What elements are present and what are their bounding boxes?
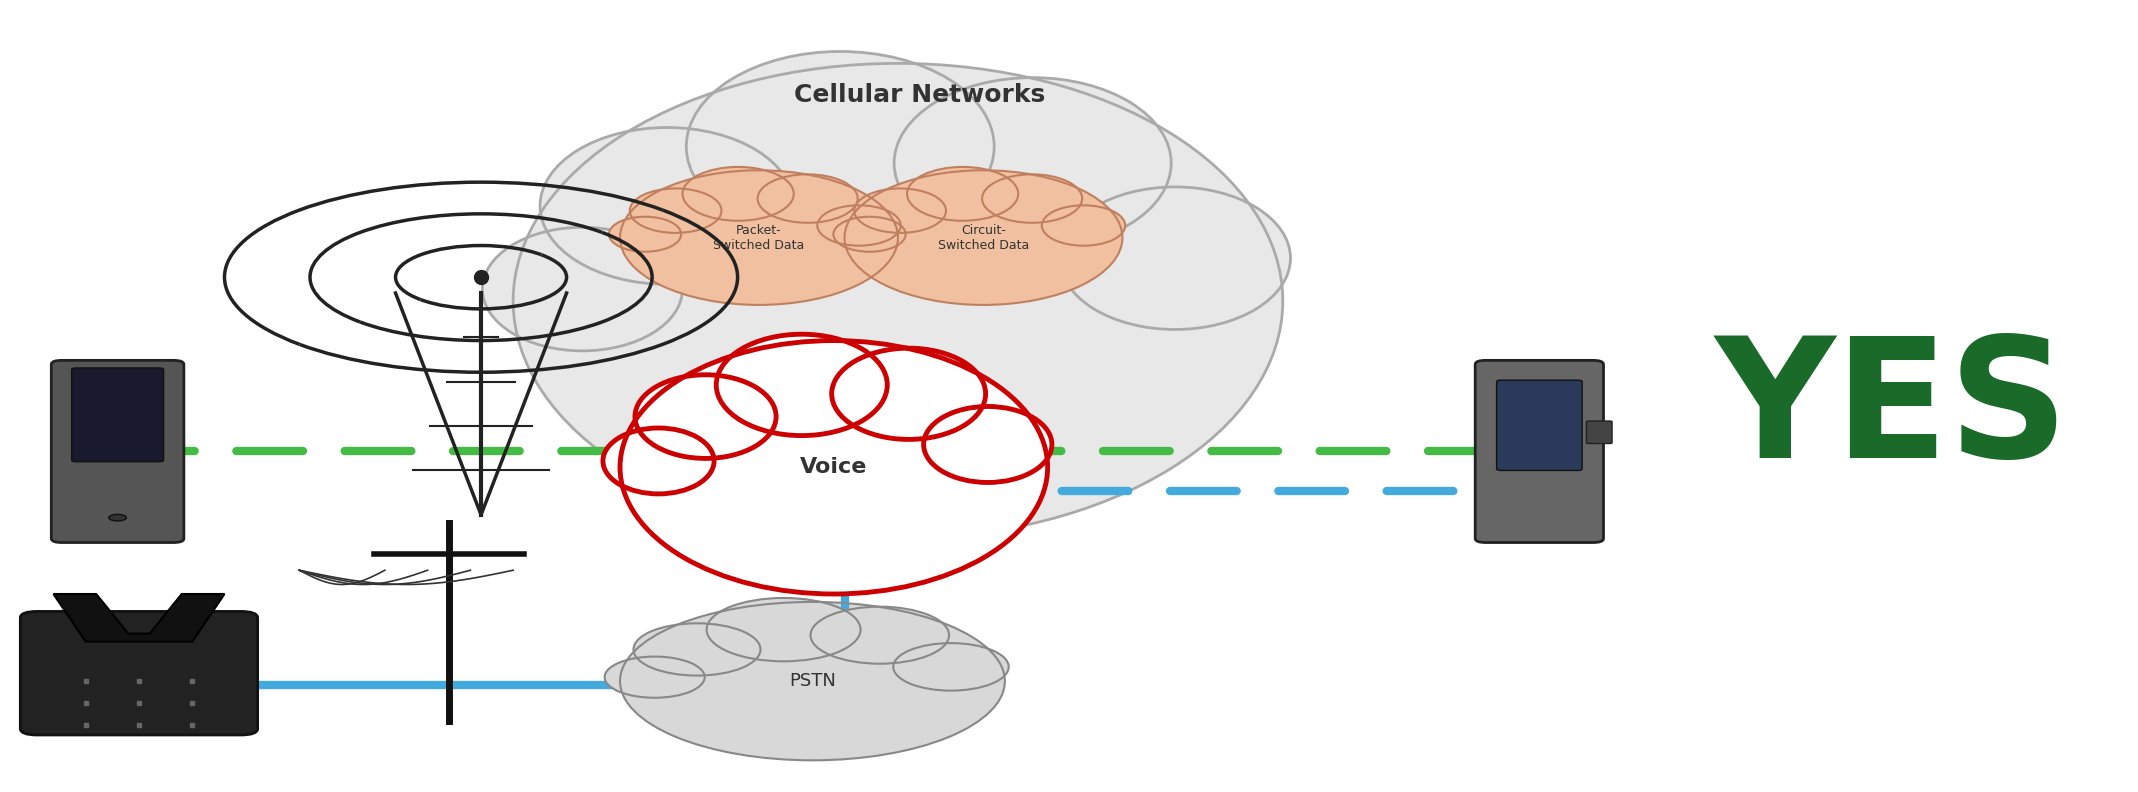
FancyBboxPatch shape <box>51 360 184 543</box>
Ellipse shape <box>541 128 793 284</box>
Ellipse shape <box>635 375 776 459</box>
Ellipse shape <box>845 170 1122 305</box>
Text: PSTN: PSTN <box>789 672 836 690</box>
FancyBboxPatch shape <box>1497 380 1582 470</box>
Text: YES: YES <box>1715 330 2070 493</box>
Ellipse shape <box>513 63 1283 539</box>
Ellipse shape <box>894 643 1009 691</box>
Text: Cellular Networks: Cellular Networks <box>793 83 1045 107</box>
Ellipse shape <box>834 217 907 252</box>
Ellipse shape <box>981 174 1082 223</box>
Ellipse shape <box>631 188 721 233</box>
Circle shape <box>109 514 126 521</box>
FancyBboxPatch shape <box>1586 421 1612 444</box>
Ellipse shape <box>686 51 994 242</box>
Ellipse shape <box>603 428 714 494</box>
Text: Packet-
Switched Data: Packet- Switched Data <box>714 223 804 252</box>
FancyBboxPatch shape <box>1475 360 1604 543</box>
Text: Circuit-
Switched Data: Circuit- Switched Data <box>939 223 1028 252</box>
Ellipse shape <box>924 406 1052 482</box>
Ellipse shape <box>832 348 986 440</box>
Ellipse shape <box>1060 187 1291 329</box>
Ellipse shape <box>620 602 1005 760</box>
Ellipse shape <box>483 227 682 351</box>
Ellipse shape <box>620 341 1048 594</box>
Ellipse shape <box>855 188 945 233</box>
Polygon shape <box>53 594 224 642</box>
Ellipse shape <box>633 623 761 676</box>
Ellipse shape <box>1041 205 1125 246</box>
Ellipse shape <box>757 174 857 223</box>
Ellipse shape <box>682 167 793 221</box>
Ellipse shape <box>620 170 898 305</box>
FancyBboxPatch shape <box>73 368 162 462</box>
FancyBboxPatch shape <box>21 611 259 735</box>
Ellipse shape <box>894 78 1172 249</box>
Ellipse shape <box>605 657 706 698</box>
Ellipse shape <box>609 217 682 252</box>
Ellipse shape <box>817 205 900 246</box>
Ellipse shape <box>907 167 1018 221</box>
Ellipse shape <box>716 334 887 436</box>
Text: Voice: Voice <box>800 457 868 478</box>
Ellipse shape <box>706 598 859 661</box>
Ellipse shape <box>810 607 949 664</box>
